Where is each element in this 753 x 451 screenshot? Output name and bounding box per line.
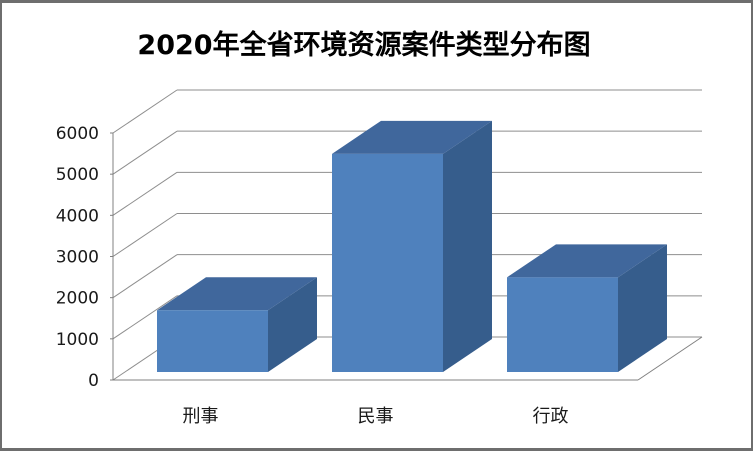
chart-title: 2020年全省环境资源案件类型分布图 [137, 30, 591, 61]
bar-2-front-face [507, 277, 618, 372]
y-tick-label: 3000 [56, 248, 99, 268]
bar-1-front-face [332, 153, 443, 372]
y-tick-label: 5000 [56, 165, 99, 185]
gridline-wall-diagonal [112, 130, 178, 175]
y-tick-label: 1000 [56, 330, 99, 350]
x-category-label: 行政 [533, 406, 569, 427]
gridline-wall-diagonal [112, 295, 178, 340]
bar-0-front-face [157, 310, 268, 372]
gridline-wall-diagonal [112, 171, 178, 216]
bar-0-side-face [268, 277, 317, 372]
y-tick-label: 2000 [56, 289, 99, 309]
bar-0-top-face [157, 277, 317, 311]
gridline-wall-diagonal [112, 89, 178, 134]
bar-2-top-face [507, 244, 667, 278]
x-category-label: 刑事 [183, 406, 219, 427]
gridline-wall-diagonal [112, 254, 178, 299]
bar-chart-3d: 0 1000 2000 3000 4000 5000 6000 刑事 民事 行政 [56, 89, 703, 427]
bar-1-side-face [443, 120, 492, 372]
y-tick-label: 4000 [56, 206, 99, 226]
y-tick-label: 6000 [56, 124, 99, 144]
gridline-wall-diagonal [112, 213, 178, 257]
bar-2-side-face [618, 244, 667, 372]
bar-1-top-face [332, 120, 492, 154]
floor-right-edge [637, 336, 703, 381]
y-tick-label: 0 [88, 371, 99, 391]
x-category-label: 民事 [358, 406, 394, 427]
